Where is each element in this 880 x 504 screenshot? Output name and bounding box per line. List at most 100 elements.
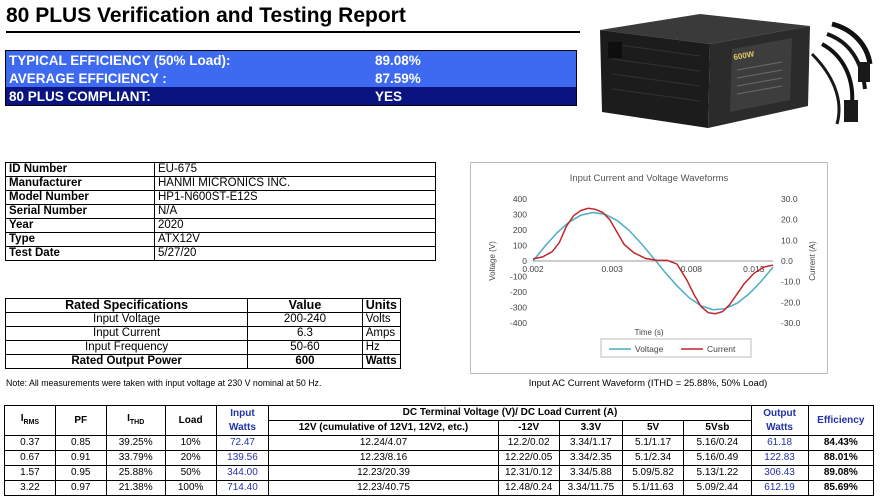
y2-tick-label: -10.0 bbox=[781, 277, 801, 287]
load-cell-vm12: 12.22/0.05 bbox=[497, 450, 560, 466]
y-tick-label: 100 bbox=[513, 241, 527, 251]
load-cell-input: 139.56 bbox=[215, 450, 270, 466]
load-cell-eff: 85.69% bbox=[807, 480, 875, 496]
y-tick-label: 300 bbox=[513, 210, 527, 220]
identity-row: Year 2020 bbox=[5, 218, 436, 233]
spec-value: 6.3 bbox=[247, 326, 363, 341]
spec-name: Input Current bbox=[4, 326, 249, 341]
load-cell-v5: 5.1/2.34 bbox=[621, 450, 685, 466]
dc-terminal-header: DC Terminal Voltage (V)/ DC Load Current… bbox=[268, 405, 752, 421]
identity-row: ID Number EU-675 bbox=[5, 162, 436, 177]
load-cell-v33: 3.34/5.88 bbox=[558, 465, 624, 481]
identity-row: Type ATX12V bbox=[5, 232, 436, 247]
load-cell-vm12: 12.2/0.02 bbox=[497, 435, 560, 451]
identity-key: Type bbox=[5, 232, 155, 247]
identity-row: Manufacturer HANMI MICRONICS INC. bbox=[5, 176, 436, 191]
load-cell-input: 714.40 bbox=[215, 480, 270, 496]
5v-header: 5V bbox=[621, 420, 685, 436]
summary-label: 80 PLUS COMPLIANT: bbox=[9, 88, 151, 104]
x-tick-label: 0.003 bbox=[602, 264, 624, 274]
y-axis-title: Voltage (V) bbox=[488, 241, 497, 281]
load-cell-v12: 12.23/20.39 bbox=[268, 465, 499, 481]
load-cell-irms: 0.67 bbox=[4, 450, 56, 466]
spec-value: 200-240 bbox=[247, 312, 363, 327]
load-cell-load: 50% bbox=[164, 465, 217, 481]
load-cell-v5sb: 5.09/2.44 bbox=[683, 480, 752, 496]
spec-row: Input Frequency 50-60 Hz bbox=[4, 340, 402, 355]
measurement-note: Note: All measurements were taken with i… bbox=[6, 378, 322, 388]
typical-efficiency-row: TYPICAL EFFICIENCY (50% Load): 89.08% bbox=[6, 51, 576, 69]
y-tick-label: -200 bbox=[510, 287, 527, 297]
load-cell-ithd: 33.79% bbox=[105, 450, 166, 466]
load-header: Load bbox=[164, 405, 217, 436]
load-cell-input: 72.47 bbox=[215, 435, 270, 451]
load-cell-vm12: 12.48/0.24 bbox=[497, 480, 560, 496]
spec-name: Rated Output Power bbox=[4, 354, 249, 369]
load-cell-pf: 0.85 bbox=[54, 435, 107, 451]
y-tick-label: 200 bbox=[513, 225, 527, 235]
x-axis-title: Time (s) bbox=[634, 328, 663, 337]
load-row: 0.37 0.85 39.25% 10% 72.47 12.24/4.07 12.2/0.0… bbox=[4, 435, 875, 451]
identity-key: Test Date bbox=[5, 246, 155, 261]
y2-tick-label: 30.0 bbox=[781, 194, 798, 204]
y-tick-label: -400 bbox=[510, 318, 527, 328]
load-cell-pf: 0.97 bbox=[54, 480, 107, 496]
identity-value: HANMI MICRONICS INC. bbox=[154, 176, 436, 191]
load-cell-input: 344.00 bbox=[215, 465, 270, 481]
y2-tick-label: -30.0 bbox=[781, 318, 801, 328]
3v3-header: 3.3V bbox=[558, 420, 624, 436]
load-cell-output: 61.18 bbox=[750, 435, 809, 451]
load-cell-ithd: 21.38% bbox=[105, 480, 166, 496]
spec-row: Input Current 6.3 Amps bbox=[4, 326, 402, 341]
spec-unit: Watts bbox=[361, 354, 402, 369]
spec-name: Input Frequency bbox=[4, 340, 249, 355]
spec-row: Rated Output Power 600 Watts bbox=[4, 354, 402, 369]
load-cell-v33: 3.34/1.17 bbox=[558, 435, 624, 451]
load-cell-output: 612.19 bbox=[750, 480, 809, 496]
rated-specifications-table: Rated Specifications Value Units Input V… bbox=[4, 298, 402, 369]
y2-tick-label: 0.0 bbox=[781, 256, 793, 266]
x-tick-label: 0.008 bbox=[681, 264, 703, 274]
identity-row: Test Date 5/27/20 bbox=[5, 246, 436, 261]
summary-box: TYPICAL EFFICIENCY (50% Load): 89.08% AV… bbox=[5, 50, 577, 106]
efficiency-header: Efficiency bbox=[807, 405, 875, 436]
summary-value: 89.08% bbox=[375, 52, 421, 68]
identity-key: Year bbox=[5, 218, 155, 233]
minus-12v-header: -12V bbox=[497, 420, 560, 436]
load-cell-v5sb: 5.16/0.49 bbox=[683, 450, 752, 466]
average-efficiency-row: AVERAGE EFFICIENCY : 87.59% bbox=[6, 69, 576, 87]
identity-key: Model Number bbox=[5, 190, 155, 205]
series-line-voltage bbox=[532, 211, 774, 311]
identity-value: ATX12V bbox=[154, 232, 436, 247]
load-cell-v5: 5.1/11.63 bbox=[621, 480, 685, 496]
identity-value: N/A bbox=[154, 204, 436, 219]
load-cell-eff: 89.08% bbox=[807, 465, 875, 481]
chart-title: Input Current and Voltage Waveforms bbox=[570, 173, 729, 184]
load-cell-output: 122.83 bbox=[750, 450, 809, 466]
summary-value: 87.59% bbox=[375, 70, 421, 86]
load-cell-v5: 5.1/1.17 bbox=[621, 435, 685, 451]
identity-table: ID Number EU-675 Manufacturer HANMI MICRONI… bbox=[5, 162, 436, 261]
load-cell-v33: 3.34/11.75 bbox=[558, 480, 624, 496]
load-cell-load: 100% bbox=[164, 480, 217, 496]
spec-header: Rated Specifications bbox=[4, 298, 249, 313]
pf-header: PF bbox=[54, 405, 107, 436]
spec-unit: Amps bbox=[361, 326, 402, 341]
y-tick-label: 0 bbox=[522, 256, 527, 266]
y2-tick-label: -20.0 bbox=[781, 297, 801, 307]
load-row: 1.57 0.95 25.88% 50% 344.00 12.23/20.39 12.31/… bbox=[4, 465, 875, 481]
y2-axis-title: Current (A) bbox=[808, 241, 817, 281]
load-cell-ithd: 25.88% bbox=[105, 465, 166, 481]
summary-label: TYPICAL EFFICIENCY (50% Load): bbox=[9, 52, 231, 68]
load-cell-load: 10% bbox=[164, 435, 217, 451]
load-cell-pf: 0.91 bbox=[54, 450, 107, 466]
load-cell-v5sb: 5.16/0.24 bbox=[683, 435, 752, 451]
load-cell-ithd: 39.25% bbox=[105, 435, 166, 451]
spec-value: 50-60 bbox=[247, 340, 363, 355]
identity-row: Model Number HP1-N600ST-E12S bbox=[5, 190, 436, 205]
identity-value: 2020 bbox=[154, 218, 436, 233]
series-line-current bbox=[532, 207, 774, 315]
legend-label-current: Current bbox=[707, 344, 736, 354]
summary-label: AVERAGE EFFICIENCY : bbox=[9, 70, 167, 86]
x-tick-label: 0.002 bbox=[522, 264, 544, 274]
